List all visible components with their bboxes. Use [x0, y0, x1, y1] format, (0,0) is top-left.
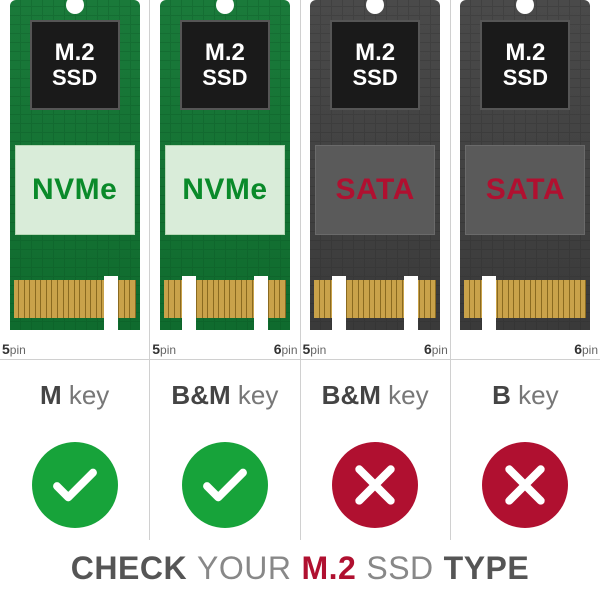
ssd-card: M.2 SSD NVMe — [10, 0, 140, 330]
key-labels-row: M key B&M key B&M key B key — [0, 360, 600, 430]
chip-line1: M.2 — [205, 39, 245, 67]
ssd-chip: M.2 SSD — [480, 20, 570, 110]
connector-pins — [310, 270, 440, 330]
interface-label: NVMe — [15, 145, 135, 235]
ssd-card: M.2 SSD NVMe — [160, 0, 290, 330]
key-type-suffix: key — [511, 380, 559, 410]
status-badge-no — [332, 442, 418, 528]
infographic-root: M.2 SSD NVMe 5pin M.2 SSD NVMe — [0, 0, 600, 600]
interface-label: SATA — [465, 145, 585, 235]
pin-count-right: 6pin — [274, 341, 298, 357]
ssd-column: M.2 SSD NVMe 5pin — [0, 0, 150, 359]
check-icon — [48, 458, 102, 512]
connector-pins — [10, 270, 140, 330]
chip-line2: SSD — [503, 65, 548, 91]
key-type-suffix: key — [231, 380, 279, 410]
key-type-cell: B&M key — [301, 360, 451, 430]
status-cell — [0, 430, 150, 540]
pin-count-right: 6pin — [424, 341, 448, 357]
interface-label: SATA — [315, 145, 435, 235]
pin-count-left: 5pin — [2, 341, 26, 357]
connector-pins — [160, 270, 290, 330]
pin-count-left: 5pin — [152, 341, 176, 357]
pin-count-left: 5pin — [303, 341, 327, 357]
ssd-cards-row: M.2 SSD NVMe 5pin M.2 SSD NVMe — [0, 0, 600, 360]
key-type-cell: M key — [0, 360, 150, 430]
connector-pins — [460, 270, 590, 330]
key-type-cell: B key — [451, 360, 600, 430]
cross-icon — [498, 458, 552, 512]
key-type-suffix: key — [62, 380, 110, 410]
footer-word-ssd: SSD — [366, 550, 433, 587]
interface-label: NVMe — [165, 145, 285, 235]
check-icon — [198, 458, 252, 512]
ssd-card: M.2 SSD SATA — [310, 0, 440, 330]
footer-word-type: TYPE — [444, 550, 530, 587]
chip-line2: SSD — [202, 65, 247, 91]
chip-line1: M.2 — [55, 39, 95, 67]
ssd-chip: M.2 SSD — [330, 20, 420, 110]
ssd-column: M.2 SSD NVMe 5pin 6pin — [150, 0, 300, 359]
status-cell — [150, 430, 300, 540]
ssd-column: M.2 SSD SATA 5pin 6pin — [301, 0, 451, 359]
status-badge-no — [482, 442, 568, 528]
footer-word-check: CHECK — [71, 550, 187, 587]
status-badge-ok — [32, 442, 118, 528]
footer-word-m2: M.2 — [302, 550, 357, 587]
footer-word-your: YOUR — [197, 550, 291, 587]
cross-icon — [348, 458, 402, 512]
pin-count-right: 6pin — [574, 341, 598, 357]
chip-line1: M.2 — [505, 39, 545, 67]
chip-line1: M.2 — [355, 39, 395, 67]
key-type-bold: B&M — [171, 380, 230, 410]
key-type-bold: M — [40, 380, 62, 410]
key-type-suffix: key — [381, 380, 429, 410]
chip-line2: SSD — [353, 65, 398, 91]
ssd-card: M.2 SSD SATA — [460, 0, 590, 330]
key-type-cell: B&M key — [150, 360, 300, 430]
status-cell — [451, 430, 600, 540]
status-badge-ok — [182, 442, 268, 528]
status-row — [0, 430, 600, 540]
ssd-chip: M.2 SSD — [180, 20, 270, 110]
ssd-chip: M.2 SSD — [30, 20, 120, 110]
status-cell — [301, 430, 451, 540]
footer-title: CHECK YOUR M.2 SSD TYPE — [0, 540, 600, 600]
ssd-column: M.2 SSD SATA 6pin — [451, 0, 600, 359]
key-type-bold: B — [492, 380, 511, 410]
key-type-bold: B&M — [322, 380, 381, 410]
chip-line2: SSD — [52, 65, 97, 91]
